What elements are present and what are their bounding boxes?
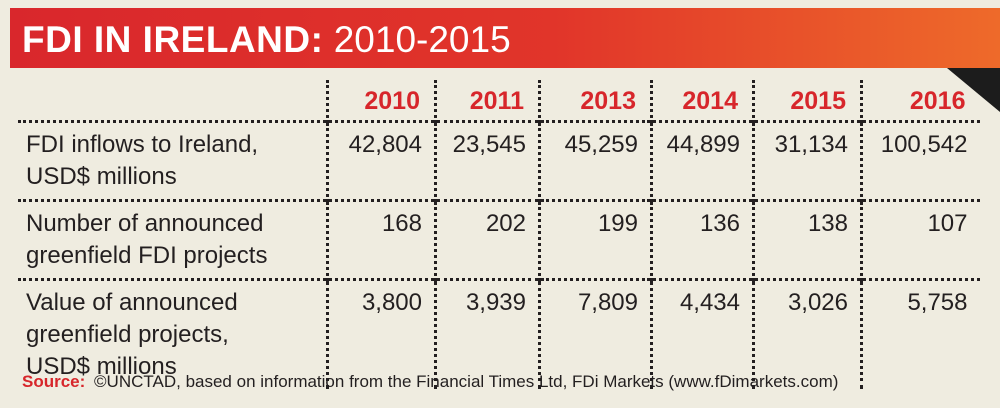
row-label-line: greenfield FDI projects bbox=[26, 242, 268, 269]
row-label-line: FDI inflows to Ireland, bbox=[26, 131, 259, 158]
year-header: 2010 bbox=[326, 80, 436, 122]
table-cell: 4,434 bbox=[650, 278, 754, 389]
source-note: Source: ©UNCTAD, based on information fr… bbox=[22, 372, 838, 392]
source-label: Source: bbox=[22, 372, 86, 391]
table-row: FDI inflows to Ireland, USD$ millions 42… bbox=[18, 120, 980, 201]
table-cell: 199 bbox=[538, 199, 652, 280]
table-cell: 138 bbox=[752, 199, 862, 280]
table-cell: 3,800 bbox=[326, 278, 436, 389]
row-label-line: Number of announced bbox=[26, 210, 264, 237]
year-header: 2015 bbox=[752, 80, 862, 122]
fdi-table: 2010 2011 2013 2014 2015 2016 FDI inflow… bbox=[18, 80, 980, 389]
source-text: ©UNCTAD, based on information from the F… bbox=[94, 372, 839, 391]
table-cell: 44,899 bbox=[650, 120, 754, 201]
year-header: 2011 bbox=[434, 80, 540, 122]
row-label-line: USD$ millions bbox=[26, 163, 177, 190]
table-cell: 100,542 bbox=[860, 120, 980, 201]
header-empty bbox=[18, 80, 328, 122]
title-banner bbox=[10, 8, 1000, 68]
row-label-line: Value of announced bbox=[26, 289, 238, 316]
row-label: Number of announced greenfield FDI proje… bbox=[18, 199, 328, 280]
table-cell: 202 bbox=[434, 199, 540, 280]
table-cell: 45,259 bbox=[538, 120, 652, 201]
table-cell: 42,804 bbox=[326, 120, 436, 201]
table-cell: 107 bbox=[860, 199, 980, 280]
row-label: Value of announced greenfield projects, … bbox=[18, 278, 328, 389]
table-cell: 168 bbox=[326, 199, 436, 280]
table-row: Number of announced greenfield FDI proje… bbox=[18, 199, 980, 280]
table-cell: 136 bbox=[650, 199, 754, 280]
title-bold: FDI IN IRELAND: bbox=[22, 19, 324, 60]
table-cell: 23,545 bbox=[434, 120, 540, 201]
header-row: 2010 2011 2013 2014 2015 2016 bbox=[18, 80, 980, 122]
table-cell: 3,939 bbox=[434, 278, 540, 389]
row-label-line: USD$ millions bbox=[26, 353, 177, 380]
table-row: Value of announced greenfield projects, … bbox=[18, 278, 980, 389]
row-label: FDI inflows to Ireland, USD$ millions bbox=[18, 120, 328, 201]
table-cell: 5,758 bbox=[860, 278, 980, 389]
table-cell: 7,809 bbox=[538, 278, 652, 389]
table-cell: 3,026 bbox=[752, 278, 862, 389]
table-cell: 31,134 bbox=[752, 120, 862, 201]
title-years: 2010-2015 bbox=[333, 19, 511, 60]
year-header: 2014 bbox=[650, 80, 754, 122]
year-header: 2016 bbox=[860, 80, 980, 122]
year-header: 2013 bbox=[538, 80, 652, 122]
row-label-line: greenfield projects, bbox=[26, 321, 229, 348]
page-title: FDI IN IRELAND: 2010-2015 bbox=[22, 18, 511, 62]
